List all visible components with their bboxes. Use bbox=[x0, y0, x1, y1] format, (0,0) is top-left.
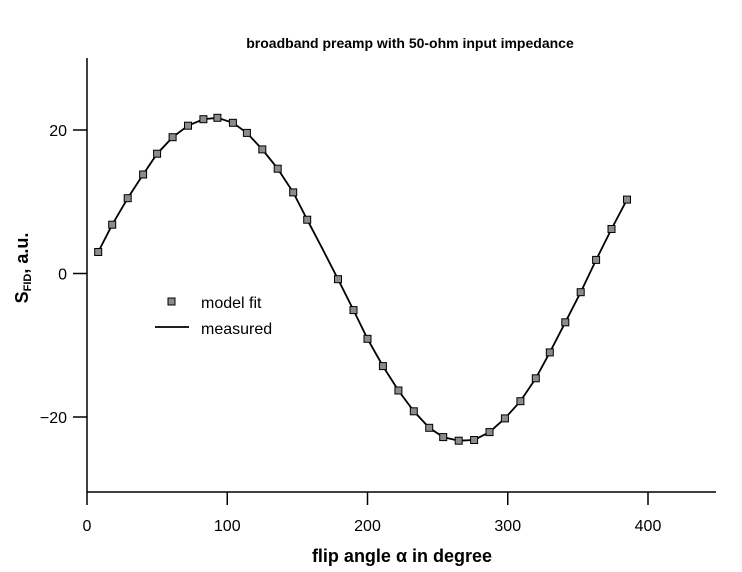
data-point-model-fit bbox=[168, 133, 177, 142]
data-point-model-fit bbox=[470, 436, 479, 444]
data-point-model-fit bbox=[439, 433, 448, 442]
data-point-model-fit bbox=[454, 436, 463, 445]
plot-area bbox=[94, 113, 631, 445]
y-axis-label-main: S bbox=[12, 291, 32, 303]
data-point-model-fit bbox=[184, 121, 192, 130]
y-ticks: −20 0 20 bbox=[40, 123, 87, 427]
data-point-model-fit bbox=[334, 275, 342, 284]
axes bbox=[86, 58, 716, 493]
legend-marker-model-fit-icon bbox=[167, 297, 176, 306]
x-tick-label: 300 bbox=[494, 518, 521, 535]
data-point-model-fit bbox=[213, 113, 222, 122]
data-point-model-fit bbox=[485, 428, 494, 437]
data-point-model-fit bbox=[139, 170, 148, 179]
data-point-model-fit bbox=[576, 288, 585, 297]
data-point-model-fit bbox=[394, 386, 403, 395]
data-point-model-fit bbox=[199, 115, 208, 124]
data-point-model-fit bbox=[516, 397, 525, 406]
data-point-model-fit bbox=[94, 248, 103, 256]
data-point-model-fit bbox=[289, 188, 298, 197]
series-markers-model-fit bbox=[94, 113, 631, 445]
x-tick-label: 200 bbox=[354, 518, 381, 535]
data-point-model-fit bbox=[607, 225, 616, 233]
data-point-model-fit bbox=[561, 318, 570, 327]
data-point-model-fit bbox=[545, 348, 554, 357]
legend: model fit measured bbox=[155, 295, 272, 338]
y-axis-label-tail: , a.u. bbox=[12, 233, 32, 274]
x-tick-label: 400 bbox=[635, 518, 662, 535]
data-point-model-fit bbox=[153, 149, 162, 158]
x-ticks: 0 100 200 300 400 bbox=[83, 492, 662, 535]
data-point-model-fit bbox=[108, 220, 117, 229]
data-point-model-fit bbox=[123, 194, 132, 203]
data-point-model-fit bbox=[409, 407, 418, 416]
x-axis-label: flip angle α in degree bbox=[312, 546, 492, 566]
y-tick-label: 0 bbox=[58, 267, 67, 284]
data-point-model-fit bbox=[500, 414, 509, 423]
data-point-model-fit bbox=[592, 255, 601, 264]
y-axis-label: SFID, a.u. bbox=[12, 233, 34, 304]
y-tick-label: 20 bbox=[49, 123, 67, 140]
data-point-model-fit bbox=[425, 423, 434, 432]
y-tick-label: −20 bbox=[40, 410, 67, 427]
data-point-model-fit bbox=[228, 118, 237, 127]
data-point-model-fit bbox=[349, 306, 358, 315]
data-point-model-fit bbox=[242, 128, 251, 137]
data-point-model-fit bbox=[623, 195, 631, 204]
legend-label-measured: measured bbox=[201, 321, 272, 338]
chart-title: broadband preamp with 50-ohm input imped… bbox=[246, 35, 574, 51]
data-point-model-fit bbox=[363, 334, 372, 343]
y-axis-label-sub: FID bbox=[22, 274, 34, 292]
x-tick-label: 0 bbox=[83, 518, 92, 535]
x-tick-label: 100 bbox=[214, 518, 241, 535]
legend-label-model-fit: model fit bbox=[201, 295, 262, 312]
data-point-model-fit bbox=[273, 164, 282, 173]
data-point-model-fit bbox=[258, 145, 267, 154]
series-line-measured bbox=[97, 116, 628, 442]
data-point-model-fit bbox=[303, 215, 312, 224]
data-point-model-fit bbox=[531, 374, 540, 383]
data-point-model-fit bbox=[378, 362, 387, 371]
